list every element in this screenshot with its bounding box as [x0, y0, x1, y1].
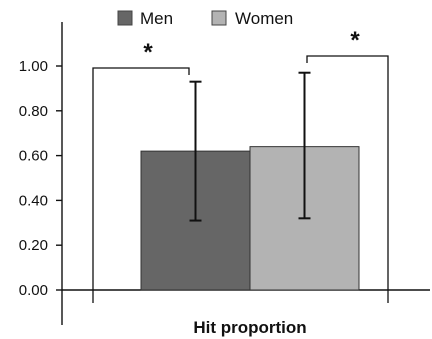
- y-tick-label: 1.00: [19, 58, 48, 75]
- significance-bracket-left: [92, 67, 190, 303]
- x-axis-label: Hit proportion: [193, 318, 306, 337]
- significance-star-left: *: [143, 39, 153, 66]
- y-axis-ticks: 0.00 0.20 0.40 0.60 0.80 1.00: [19, 58, 62, 299]
- significance-brackets: * *: [92, 27, 389, 303]
- significance-bracket-right: [306, 55, 389, 303]
- y-tick-label: 0.20: [19, 237, 48, 254]
- bars: [140, 71, 360, 291]
- y-tick-label: 0.40: [19, 192, 48, 209]
- significance-star-right: *: [350, 27, 360, 54]
- legend-swatch-men: [117, 10, 133, 26]
- legend: Men Women: [117, 9, 293, 28]
- legend-label-women: Women: [235, 9, 293, 28]
- legend-swatch-women: [211, 10, 227, 26]
- y-tick-label: 0.00: [19, 282, 48, 299]
- legend-label-men: Men: [140, 9, 173, 28]
- y-tick-label: 0.80: [19, 103, 48, 120]
- y-tick-label: 0.60: [19, 148, 48, 165]
